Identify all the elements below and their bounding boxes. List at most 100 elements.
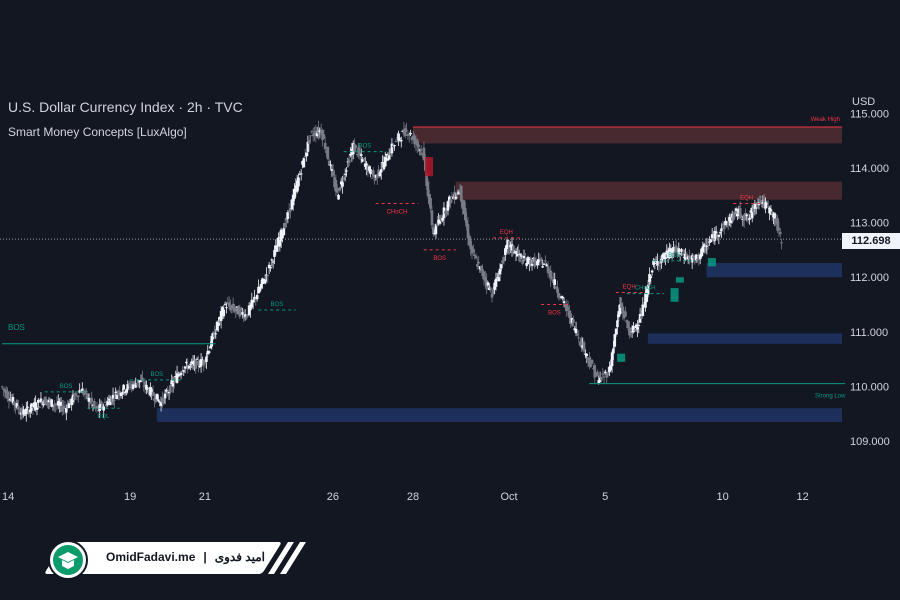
candle-body — [386, 158, 390, 161]
brand-site[interactable]: OmidFadavi.me — [106, 550, 196, 564]
candle-body — [40, 401, 44, 406]
candle-body — [425, 172, 428, 187]
candle-body — [163, 393, 167, 399]
candle-body — [15, 403, 19, 408]
candle-body — [474, 255, 478, 259]
candle-body — [632, 325, 635, 333]
candle-body — [195, 358, 199, 360]
candle-body — [98, 404, 101, 411]
candle-body — [51, 405, 55, 407]
candle-body — [732, 214, 735, 221]
candle-body — [122, 384, 125, 390]
candle-body — [435, 223, 439, 226]
candle-body — [150, 388, 154, 395]
candle-body — [289, 208, 292, 212]
candle-body — [189, 363, 192, 365]
candle-body — [81, 388, 84, 393]
candle-body — [269, 266, 272, 269]
candle-body — [518, 253, 522, 256]
candle-body — [740, 215, 743, 219]
candle-body — [4, 389, 8, 398]
candle-body — [146, 387, 150, 390]
candle-body — [438, 219, 442, 224]
candle-body — [596, 371, 599, 376]
brand-banner: OmidFadavi.me | امید فدوی — [44, 540, 306, 580]
candle-body — [271, 261, 275, 263]
candle-body — [431, 227, 435, 235]
candle-body — [766, 206, 770, 208]
candle-body — [61, 407, 64, 412]
candle-body — [692, 256, 695, 259]
candle-body — [445, 208, 448, 211]
indicator-label[interactable]: Smart Money Concepts [LuxAlgo] — [8, 125, 187, 139]
candle-body — [548, 270, 551, 274]
candle-body — [534, 259, 538, 261]
candle-body — [541, 266, 545, 268]
price-tick-label: 111.000 — [850, 327, 888, 339]
candle-body — [694, 254, 698, 261]
candle-body — [274, 245, 278, 250]
candle-body — [698, 254, 702, 260]
candle-body — [582, 342, 586, 352]
candle-body — [754, 207, 758, 209]
candle-body — [333, 177, 336, 188]
candle-body — [449, 199, 452, 204]
candle-body — [43, 397, 47, 405]
candle-body — [552, 279, 555, 284]
candle-body — [171, 380, 175, 387]
candle-body — [71, 394, 75, 403]
candle-body — [226, 302, 230, 304]
candle-body — [457, 191, 460, 195]
candle-body — [746, 219, 750, 221]
chart-title: U.S. Dollar Currency Index · 2h · TVC — [8, 99, 243, 115]
candle-body — [441, 217, 444, 221]
candle-body — [65, 407, 68, 413]
candle-body — [210, 335, 214, 347]
candle-body — [470, 246, 474, 254]
candle-body — [295, 180, 299, 192]
candle-body — [430, 210, 434, 226]
price-tick-label: 113.000 — [850, 218, 889, 230]
candle-body — [2, 388, 5, 390]
candle-body — [558, 297, 562, 299]
candle-body — [693, 258, 697, 260]
candle-body — [185, 361, 188, 364]
candle-body — [309, 135, 312, 137]
candle-body — [594, 373, 598, 377]
candle-body — [498, 268, 502, 275]
candle-body — [564, 304, 567, 307]
candle-body — [22, 409, 25, 415]
structure-label-eqh: EQH — [623, 284, 636, 290]
candle-body — [669, 248, 673, 258]
candle-body — [42, 401, 45, 406]
candle-body — [57, 401, 60, 406]
candle-body — [689, 257, 693, 259]
candle-body — [770, 211, 774, 214]
time-tick-label: 5 — [602, 491, 608, 503]
candle-body — [569, 313, 573, 324]
time-tick-label: 26 — [327, 491, 339, 503]
candle-body — [141, 377, 144, 381]
candle-body — [673, 251, 677, 253]
candle-body — [349, 153, 352, 156]
price-tick-label: 114.000 — [850, 163, 889, 175]
candle-body — [287, 210, 291, 213]
candle-body — [191, 362, 195, 365]
candle-body — [246, 314, 250, 317]
brand-name: امید فدوی — [214, 550, 265, 564]
candle-body — [249, 305, 252, 311]
candle-body — [513, 251, 516, 254]
candle-body — [677, 248, 681, 255]
candle-body — [641, 304, 645, 317]
candle-body — [20, 407, 24, 416]
candle-body — [496, 277, 499, 279]
candle-body — [89, 402, 92, 404]
candle-body — [738, 208, 742, 217]
candle-body — [16, 405, 20, 410]
candle-body — [201, 361, 204, 363]
price-tick-label: 109.000 — [850, 436, 890, 448]
candle-body — [115, 394, 119, 399]
candle-body — [761, 202, 765, 204]
